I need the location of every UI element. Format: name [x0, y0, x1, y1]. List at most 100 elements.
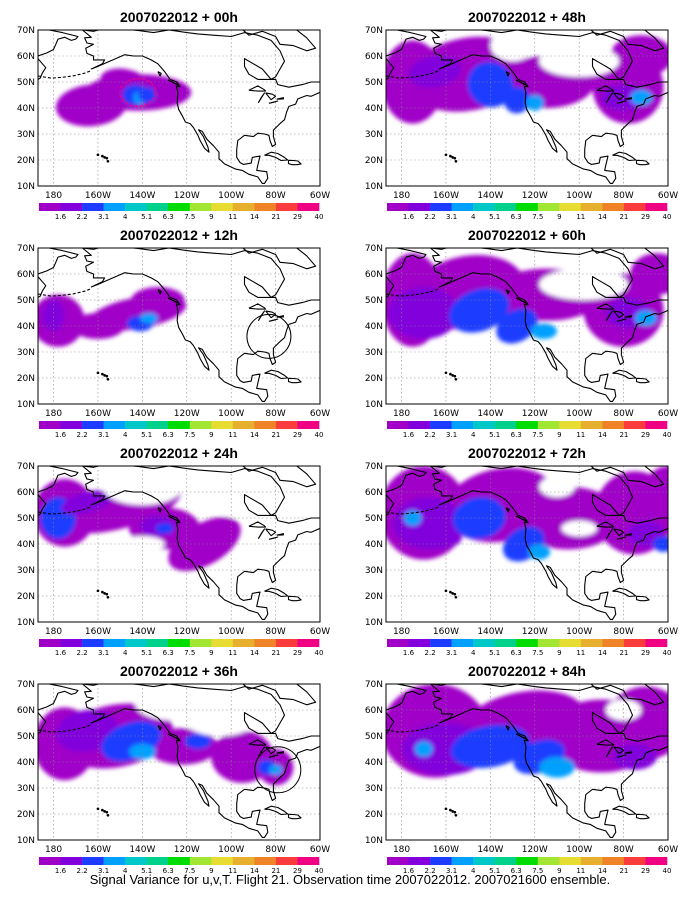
lat-tick-label: 50N — [17, 514, 35, 524]
lon-tick-label: 120W — [174, 627, 200, 637]
lon-tick-label: 80W — [613, 191, 633, 201]
lat-tick-label: 10N — [17, 182, 35, 192]
lat-tick-label: 60N — [365, 270, 383, 280]
colorbar-swatch — [254, 857, 277, 865]
colorbar-label: 9 — [209, 213, 213, 221]
gridlines — [386, 248, 668, 404]
gridlines — [386, 466, 668, 622]
colorbar-label: 5.1 — [141, 431, 152, 439]
lon-tick-label: 120W — [174, 191, 200, 201]
variance-blob — [630, 89, 653, 106]
colorbar-swatch — [430, 639, 452, 647]
colorbar-swatch — [602, 421, 625, 429]
panel-title: 2007022012 + 24h — [120, 445, 238, 461]
colorbar-swatch — [60, 857, 83, 865]
colorbar-label: 40 — [663, 213, 672, 221]
colorbar-label: 9 — [557, 867, 561, 875]
lat-tick-label: 50N — [365, 732, 383, 742]
map-panel-72h: 2007022012 + 72h 70N 60N 50N 40N 30N 20N 10N 180… — [365, 445, 678, 657]
lon-tick-label: 140W — [477, 845, 503, 855]
panel-title: 2007022012 + 36h — [120, 663, 238, 679]
colorbar-label: 4 — [123, 867, 128, 875]
colorbar-label: 21 — [271, 867, 280, 875]
map-area — [38, 248, 320, 404]
lat-tick-label: 50N — [365, 78, 383, 88]
colorbar-swatch — [297, 857, 320, 865]
colorbar-label: 11 — [228, 213, 237, 221]
colorbar-label: 5.1 — [489, 649, 500, 657]
map-frame — [37, 247, 321, 405]
map-frame — [37, 465, 321, 623]
lat-tick-label: 60N — [365, 52, 383, 62]
colorbar-label: 3.1 — [446, 649, 457, 657]
colorbar-label: 29 — [293, 431, 302, 439]
map-panel-60h: 2007022012 + 60h 70N 60N 50N 40N 30N 20N 10N 180… — [365, 227, 678, 439]
colorbar-label: 9 — [209, 431, 213, 439]
lat-tick-label: 50N — [17, 296, 35, 306]
colorbar-label: 4 — [471, 431, 476, 439]
map-area — [386, 30, 668, 186]
colorbar-swatch — [516, 639, 538, 647]
map-area — [386, 248, 668, 404]
lon-tick-label: 140W — [477, 191, 503, 201]
variance-blob — [645, 466, 668, 508]
colorbar-swatch — [146, 857, 169, 865]
colorbar-swatch — [103, 639, 126, 647]
colorbar-label: 5.1 — [141, 867, 152, 875]
panel-title: 2007022012 + 72h — [468, 445, 586, 461]
colorbar-label: 5.1 — [141, 649, 152, 657]
colorbar-label: 21 — [619, 649, 628, 657]
variance-blob — [414, 741, 433, 757]
lon-tick-label: 80W — [613, 845, 633, 855]
coastlines — [386, 30, 668, 184]
lat-tick-label: 40N — [365, 540, 383, 550]
colorbar-label: 4 — [123, 431, 128, 439]
colorbar-label: 14 — [250, 649, 259, 657]
map-frame — [37, 29, 321, 187]
colorbar-label: 3.1 — [446, 431, 457, 439]
panel-title: 2007022012 + 60h — [468, 227, 586, 243]
colorbar-label: 7.5 — [184, 867, 195, 875]
lat-tick-label: 60N — [17, 270, 35, 280]
lon-tick-label: 140W — [129, 845, 155, 855]
coastlines — [386, 248, 668, 402]
colorbar-swatch — [516, 857, 538, 865]
lat-tick-label: 70N — [365, 244, 383, 254]
colorbar-swatch — [275, 203, 298, 211]
colorbar-swatch — [473, 857, 495, 865]
colorbar-label: 21 — [619, 867, 628, 875]
colorbar-swatch — [297, 639, 320, 647]
no-signal-area — [539, 476, 575, 498]
lon-tick-label: 100W — [218, 409, 244, 419]
colorbar-swatch — [232, 639, 255, 647]
colorbar-label: 14 — [250, 431, 259, 439]
colorbar-swatch — [516, 421, 538, 429]
lon-tick-label: 100W — [218, 627, 244, 637]
colorbar-label: 14 — [598, 431, 607, 439]
colorbar-swatch — [168, 639, 190, 647]
variance-blob — [131, 287, 185, 313]
lon-tick-label: 160W — [433, 627, 459, 637]
colorbar-swatch — [189, 857, 212, 865]
colorbar-swatch — [451, 421, 474, 429]
colorbar-label: 11 — [228, 649, 237, 657]
lat-tick-label: 10N — [17, 618, 35, 628]
lon-tick-label: 180 — [45, 845, 62, 855]
colorbar-label: 6.3 — [163, 649, 174, 657]
variance-blob — [467, 61, 514, 108]
variance-blob — [408, 528, 462, 550]
colorbar-swatch — [580, 639, 603, 647]
colorbar-label: 14 — [598, 649, 607, 657]
colorbar-label: 9 — [209, 867, 213, 875]
no-signal-area — [184, 704, 256, 736]
lon-tick-label: 60W — [310, 845, 330, 855]
colorbar-label: 11 — [576, 867, 585, 875]
colorbar-swatch — [254, 639, 277, 647]
lon-tick-label: 180 — [45, 627, 62, 637]
lat-tick-label: 70N — [365, 462, 383, 472]
colorbar-label: 3.1 — [98, 431, 109, 439]
colorbar-swatch — [430, 203, 452, 211]
lon-tick-label: 160W — [85, 409, 111, 419]
colorbar-label: 9 — [557, 431, 561, 439]
highlight-contour — [119, 77, 157, 108]
